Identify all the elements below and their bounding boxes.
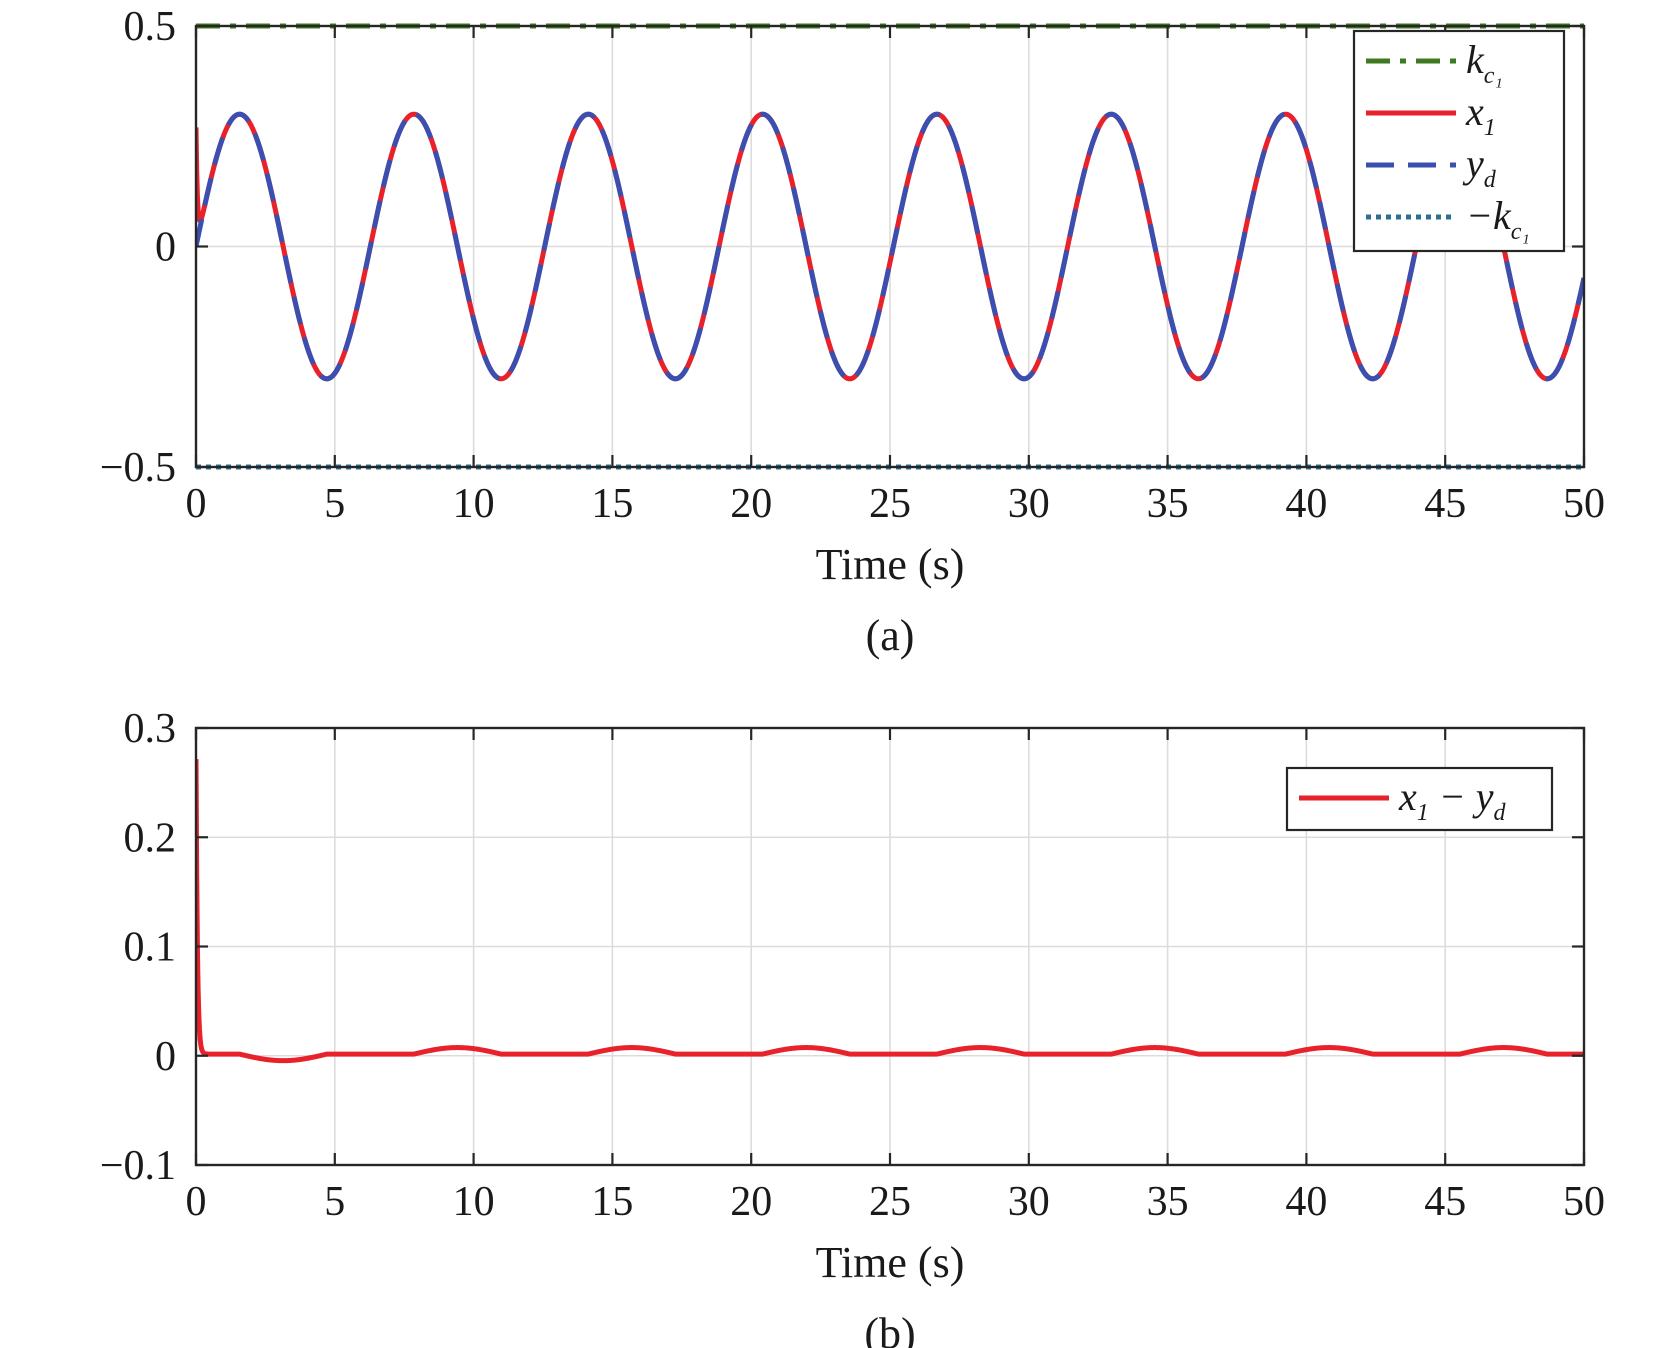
legend-label-main: k bbox=[1466, 37, 1485, 82]
legend-label-rest: − y bbox=[1429, 774, 1494, 819]
legend-label-sub: c₁ bbox=[1484, 63, 1503, 89]
panel-label: (a) bbox=[866, 611, 915, 660]
legend: x1 − yd bbox=[1285, 766, 1554, 832]
legend-label-0: x1 − yd bbox=[1398, 774, 1507, 826]
x-tick-label-1: 5 bbox=[324, 481, 345, 527]
x-tick-label-8: 40 bbox=[1285, 1179, 1327, 1225]
y-tick-label-0: −0.1 bbox=[100, 1143, 176, 1189]
x-tick-label-2: 10 bbox=[453, 1179, 495, 1225]
x-tick-label-8: 40 bbox=[1285, 481, 1327, 527]
legend-label-sub: d bbox=[1484, 167, 1497, 193]
y-tick-label-2: 0.1 bbox=[124, 925, 177, 971]
series-line-yd-2 bbox=[196, 111, 1584, 382]
x-tick-label-3: 15 bbox=[591, 481, 633, 527]
legend-label-main: x bbox=[1398, 774, 1417, 819]
x-tick-label-4: 20 bbox=[730, 481, 772, 527]
x-tick-label-10: 50 bbox=[1563, 481, 1605, 527]
x-tick-label-5: 25 bbox=[869, 481, 911, 527]
x-tick-label-6: 30 bbox=[1008, 481, 1050, 527]
x-tick-label-0: 0 bbox=[186, 481, 207, 527]
y-tick-label-1: 0 bbox=[155, 225, 176, 271]
x-tick-label-4: 20 bbox=[730, 1179, 772, 1225]
x-tick-label-3: 15 bbox=[591, 1179, 633, 1225]
x-tick-label-10: 50 bbox=[1563, 1179, 1605, 1225]
y-tick-label-0: −0.5 bbox=[100, 445, 176, 491]
legend-label-main: y bbox=[1462, 141, 1484, 186]
x-axis-label: Time (s) bbox=[816, 540, 965, 589]
x-tick-label-0: 0 bbox=[186, 1179, 207, 1225]
series-group bbox=[196, 759, 1584, 1064]
x-axis-label: Time (s) bbox=[816, 1238, 965, 1287]
legend-label-0: kc₁ bbox=[1466, 37, 1503, 89]
legend-label-main: −k bbox=[1466, 193, 1512, 238]
legend-label-main: x bbox=[1465, 89, 1484, 134]
y-tick-label-2: 0.5 bbox=[124, 4, 177, 50]
legend-label-sub: 1 bbox=[1417, 800, 1429, 826]
x-tick-label-1: 5 bbox=[324, 1179, 345, 1225]
series-line-x1-0 bbox=[196, 759, 1584, 1064]
x-tick-label-9: 45 bbox=[1424, 1179, 1466, 1225]
legend-label-1: x1 bbox=[1465, 89, 1496, 141]
y-tick-label-4: 0.3 bbox=[124, 706, 177, 752]
x-tick-label-6: 30 bbox=[1008, 1179, 1050, 1225]
legend-label-sub: 1 bbox=[1484, 115, 1496, 141]
x-tick-label-7: 35 bbox=[1147, 481, 1189, 527]
panel-label: (b) bbox=[864, 1309, 915, 1348]
legend-label-2: yd bbox=[1462, 141, 1497, 193]
x-tick-label-7: 35 bbox=[1147, 1179, 1189, 1225]
legend-label-sub: c₁ bbox=[1511, 219, 1530, 245]
y-tick-label-3: 0.2 bbox=[124, 815, 177, 861]
x-tick-label-5: 25 bbox=[869, 1179, 911, 1225]
x-tick-label-2: 10 bbox=[453, 481, 495, 527]
legend-label-3: −kc₁ bbox=[1466, 193, 1530, 245]
legend-box bbox=[1352, 29, 1566, 253]
legend-label-sub2: d bbox=[1494, 800, 1507, 826]
y-tick-label-1: 0 bbox=[155, 1034, 176, 1080]
x-tick-label-9: 45 bbox=[1424, 481, 1466, 527]
